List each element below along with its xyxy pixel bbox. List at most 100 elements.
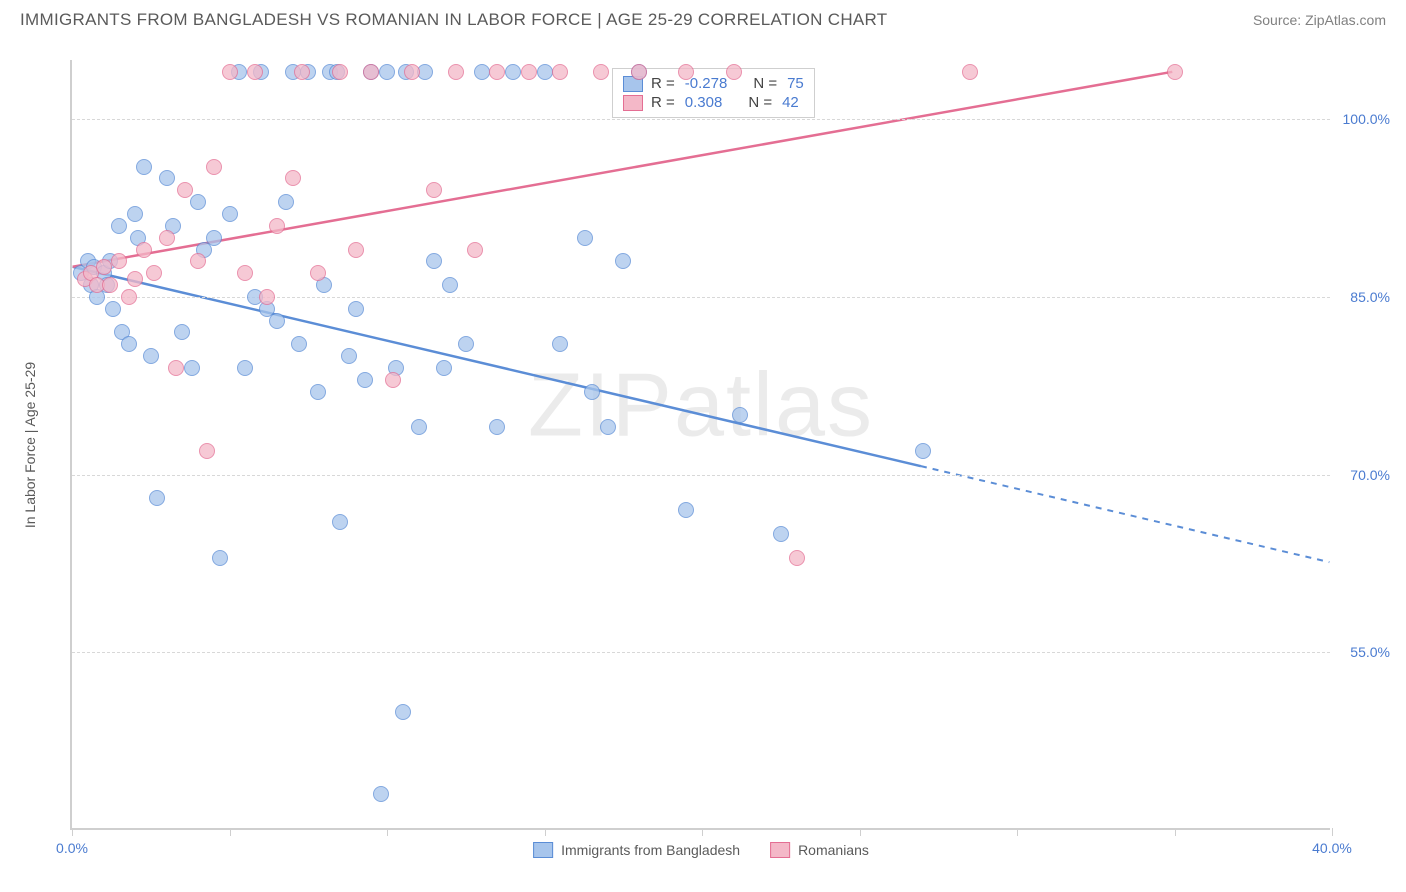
stat-n-label: N = — [748, 94, 772, 111]
scatter-point — [332, 514, 348, 530]
trend-lines-layer — [72, 60, 1330, 828]
x-tick — [387, 828, 388, 836]
bottom-legend: Immigrants from BangladeshRomanians — [533, 842, 869, 858]
legend-swatch — [533, 842, 553, 858]
scatter-point — [127, 271, 143, 287]
scatter-point — [310, 265, 326, 281]
x-tick — [72, 828, 73, 836]
scatter-point — [111, 218, 127, 234]
scatter-point — [247, 64, 263, 80]
scatter-point — [199, 443, 215, 459]
stat-r-label: R = — [651, 94, 675, 111]
scatter-point — [259, 289, 275, 305]
scatter-point — [269, 218, 285, 234]
scatter-point — [789, 550, 805, 566]
scatter-point — [237, 360, 253, 376]
trend-line-extrapolated — [921, 466, 1329, 562]
scatter-point — [1167, 64, 1183, 80]
scatter-point — [411, 419, 427, 435]
scatter-point — [121, 289, 137, 305]
stat-r-value: 0.308 — [685, 94, 723, 111]
scatter-point — [357, 372, 373, 388]
y-tick-label: 85.0% — [1335, 289, 1390, 305]
chart-source: Source: ZipAtlas.com — [1253, 12, 1386, 28]
chart-container: In Labor Force | Age 25-29 ZIPatlas R =-… — [40, 50, 1390, 840]
scatter-point — [285, 170, 301, 186]
scatter-point — [521, 64, 537, 80]
scatter-point — [190, 253, 206, 269]
scatter-point — [310, 384, 326, 400]
scatter-point — [458, 336, 474, 352]
scatter-point — [146, 265, 162, 281]
scatter-point — [631, 64, 647, 80]
scatter-point — [136, 159, 152, 175]
plot-area: ZIPatlas R =-0.278N =75R =0.308N =42 Imm… — [70, 60, 1330, 830]
y-tick-label: 100.0% — [1335, 111, 1390, 127]
stat-n-label: N = — [753, 75, 777, 92]
gridline-h — [72, 652, 1330, 653]
scatter-point — [552, 336, 568, 352]
scatter-point — [593, 64, 609, 80]
scatter-point — [426, 253, 442, 269]
scatter-point — [278, 194, 294, 210]
x-tick — [702, 828, 703, 836]
scatter-point — [111, 253, 127, 269]
chart-title: IMMIGRANTS FROM BANGLADESH VS ROMANIAN I… — [20, 10, 888, 30]
scatter-point — [206, 159, 222, 175]
scatter-point — [379, 64, 395, 80]
scatter-point — [726, 64, 742, 80]
x-tick — [1332, 828, 1333, 836]
y-tick-label: 55.0% — [1335, 644, 1390, 660]
scatter-point — [678, 502, 694, 518]
scatter-point — [222, 64, 238, 80]
scatter-point — [174, 324, 190, 340]
x-tick — [1017, 828, 1018, 836]
scatter-point — [102, 277, 118, 293]
scatter-point — [149, 490, 165, 506]
scatter-point — [395, 704, 411, 720]
scatter-point — [332, 64, 348, 80]
legend-swatch — [770, 842, 790, 858]
scatter-point — [584, 384, 600, 400]
gridline-h — [72, 475, 1330, 476]
scatter-point — [159, 170, 175, 186]
legend-item: Immigrants from Bangladesh — [533, 842, 740, 858]
legend-label: Immigrants from Bangladesh — [561, 842, 740, 858]
gridline-h — [72, 119, 1330, 120]
scatter-point — [105, 301, 121, 317]
scatter-point — [467, 242, 483, 258]
x-tick — [545, 828, 546, 836]
scatter-point — [962, 64, 978, 80]
scatter-point — [577, 230, 593, 246]
scatter-point — [143, 348, 159, 364]
scatter-point — [678, 64, 694, 80]
scatter-point — [537, 64, 553, 80]
scatter-point — [615, 253, 631, 269]
scatter-point — [505, 64, 521, 80]
scatter-point — [291, 336, 307, 352]
scatter-point — [136, 242, 152, 258]
scatter-point — [168, 360, 184, 376]
scatter-point — [363, 64, 379, 80]
scatter-point — [915, 443, 931, 459]
scatter-point — [348, 301, 364, 317]
stat-r-label: R = — [651, 75, 675, 92]
scatter-point — [732, 407, 748, 423]
scatter-point — [96, 259, 112, 275]
scatter-point — [373, 786, 389, 802]
x-tick — [230, 828, 231, 836]
scatter-point — [237, 265, 253, 281]
scatter-point — [222, 206, 238, 222]
legend-swatch — [623, 95, 643, 111]
scatter-point — [448, 64, 464, 80]
scatter-point — [773, 526, 789, 542]
scatter-point — [177, 182, 193, 198]
scatter-point — [489, 419, 505, 435]
scatter-point — [436, 360, 452, 376]
x-tick — [1175, 828, 1176, 836]
scatter-point — [600, 419, 616, 435]
y-axis-label: In Labor Force | Age 25-29 — [22, 362, 38, 528]
scatter-point — [442, 277, 458, 293]
scatter-point — [489, 64, 505, 80]
scatter-point — [426, 182, 442, 198]
